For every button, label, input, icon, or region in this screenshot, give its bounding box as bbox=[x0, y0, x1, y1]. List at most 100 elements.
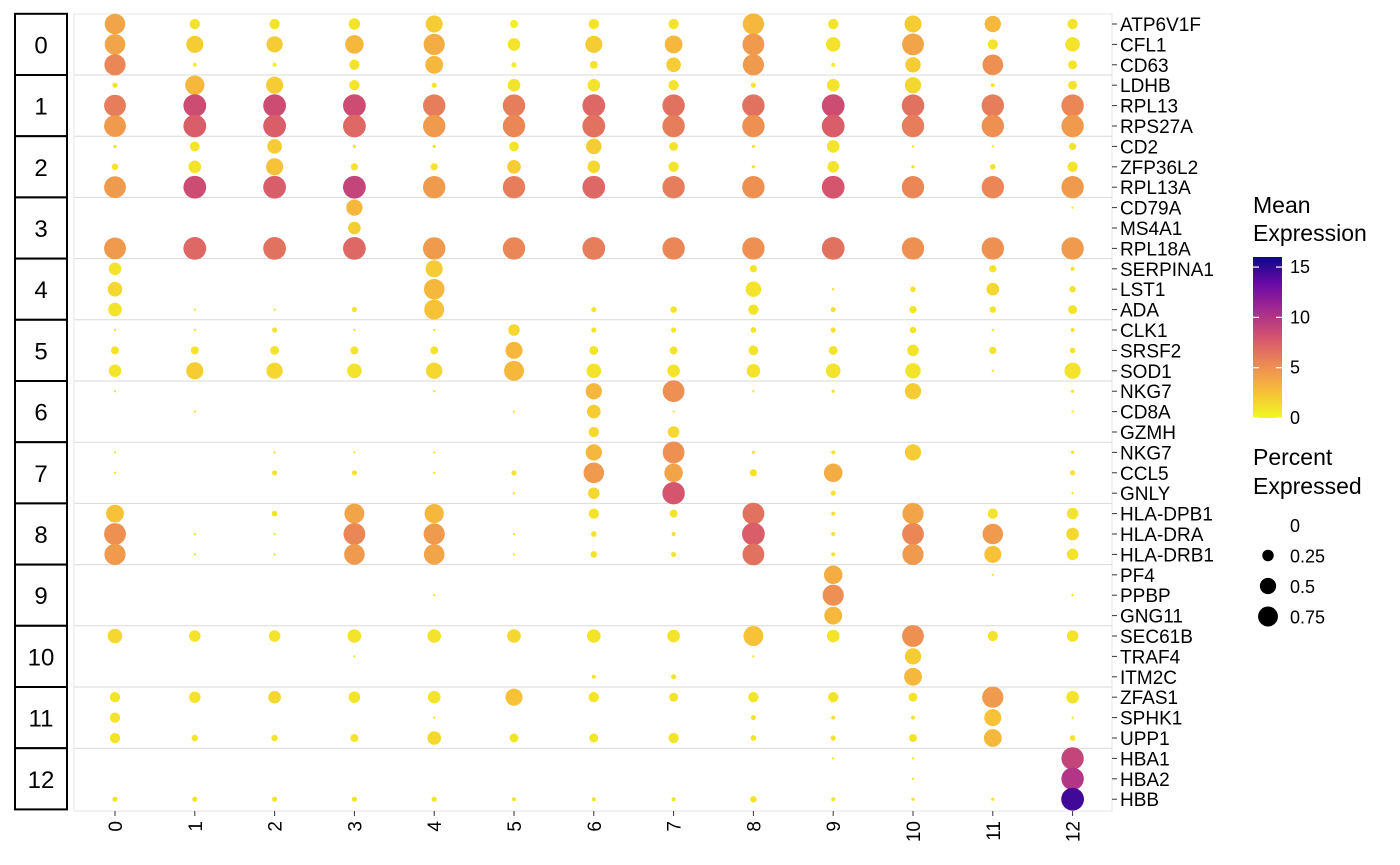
dot-point bbox=[671, 674, 677, 680]
dot-point bbox=[981, 114, 1005, 138]
dot-point bbox=[190, 346, 199, 355]
dot-point bbox=[272, 327, 278, 333]
dot-point bbox=[348, 691, 361, 703]
dot-point bbox=[750, 327, 757, 333]
dot-point bbox=[511, 62, 517, 68]
dot-point bbox=[588, 692, 599, 703]
dot-point bbox=[349, 59, 360, 70]
dot-point bbox=[909, 326, 917, 334]
dot-point bbox=[911, 165, 915, 169]
gene-label: SRSF2 bbox=[1120, 341, 1181, 362]
dot-point bbox=[1068, 142, 1077, 151]
gene-label: TRAF4 bbox=[1120, 647, 1181, 668]
dot-point bbox=[430, 163, 438, 171]
dot-point bbox=[425, 260, 443, 278]
x-tick-label: 9 bbox=[824, 821, 845, 832]
dot-point bbox=[828, 345, 838, 355]
dot-point bbox=[742, 114, 765, 138]
x-tick-label: 5 bbox=[505, 821, 526, 832]
dot-point bbox=[263, 237, 286, 260]
dot-point bbox=[504, 360, 524, 381]
group-label: 7 bbox=[34, 461, 47, 488]
dot-point bbox=[901, 94, 925, 117]
group-label: 11 bbox=[29, 706, 54, 733]
dot-point bbox=[830, 735, 836, 741]
dot-point bbox=[987, 508, 998, 519]
dot-point bbox=[108, 364, 122, 378]
dot-point bbox=[512, 410, 516, 413]
dot-point bbox=[1066, 630, 1079, 642]
gene-label: HBA1 bbox=[1120, 749, 1170, 770]
dot-point bbox=[986, 282, 1000, 296]
dot-point bbox=[828, 18, 839, 30]
size-legend-dot bbox=[1259, 577, 1277, 595]
dot-point bbox=[433, 594, 436, 597]
dot-point bbox=[1071, 716, 1074, 719]
dot-point bbox=[502, 94, 526, 117]
dot-point bbox=[113, 144, 117, 149]
dot-point bbox=[901, 237, 925, 260]
dot-point bbox=[108, 262, 122, 276]
dot-point bbox=[989, 346, 997, 355]
dot-point bbox=[828, 692, 839, 703]
dot-point bbox=[987, 39, 998, 50]
dot-point bbox=[193, 328, 196, 332]
dot-point bbox=[591, 797, 596, 802]
dot-point bbox=[268, 630, 281, 642]
dot-point bbox=[831, 715, 836, 720]
dot-point bbox=[989, 163, 996, 170]
dot-point bbox=[348, 221, 361, 235]
dot-point bbox=[1071, 594, 1074, 597]
dot-point bbox=[431, 82, 437, 88]
dot-point bbox=[272, 62, 277, 67]
dot-point bbox=[662, 380, 685, 403]
dot-point bbox=[104, 543, 126, 566]
gene-label: MS4A1 bbox=[1120, 219, 1182, 240]
gene-label: RPL13 bbox=[1120, 97, 1178, 118]
dot-point bbox=[343, 114, 366, 138]
gene-label: UPP1 bbox=[1120, 729, 1170, 750]
dot-point bbox=[109, 692, 121, 703]
dot-point bbox=[668, 732, 679, 744]
dot-point bbox=[909, 734, 917, 742]
gene-label: CFL1 bbox=[1120, 35, 1166, 56]
dot-point bbox=[748, 304, 759, 315]
mean-expression-legend: Mean Expression 0 5 10 15 bbox=[1253, 192, 1367, 428]
dot-point bbox=[591, 327, 597, 333]
dot-point bbox=[662, 237, 685, 260]
gene-label: RPL18A bbox=[1120, 239, 1191, 260]
dot-point bbox=[982, 54, 1004, 76]
dot-point bbox=[433, 328, 436, 332]
dot-point bbox=[588, 426, 599, 438]
dot-point bbox=[830, 307, 836, 313]
x-tick-label: 10 bbox=[904, 821, 925, 842]
dot-point bbox=[827, 161, 839, 173]
dot-point bbox=[347, 363, 362, 379]
dot-point bbox=[269, 18, 280, 30]
dot-point bbox=[273, 451, 276, 454]
dot-point bbox=[108, 302, 122, 317]
dot-point bbox=[591, 307, 597, 313]
dot-point bbox=[904, 444, 922, 461]
dot-point bbox=[669, 509, 678, 518]
dot-point bbox=[1068, 80, 1078, 90]
gene-label: RPS27A bbox=[1120, 117, 1193, 138]
dot-point bbox=[909, 305, 917, 314]
dot-point bbox=[507, 38, 521, 51]
gene-label: CD8A bbox=[1120, 403, 1171, 424]
dot-point bbox=[904, 77, 922, 94]
dot-point bbox=[104, 34, 126, 55]
dot-point bbox=[671, 532, 676, 536]
dot-point bbox=[991, 369, 994, 372]
dot-point bbox=[911, 145, 915, 148]
dot-point bbox=[113, 451, 117, 454]
size-legend-title-line-1: Percent bbox=[1253, 444, 1333, 470]
dot-point bbox=[422, 175, 446, 199]
dot-point bbox=[512, 492, 516, 495]
dot-point bbox=[662, 481, 685, 505]
dot-point bbox=[991, 328, 994, 332]
dot-point bbox=[989, 265, 997, 273]
dot-point bbox=[1065, 37, 1080, 52]
